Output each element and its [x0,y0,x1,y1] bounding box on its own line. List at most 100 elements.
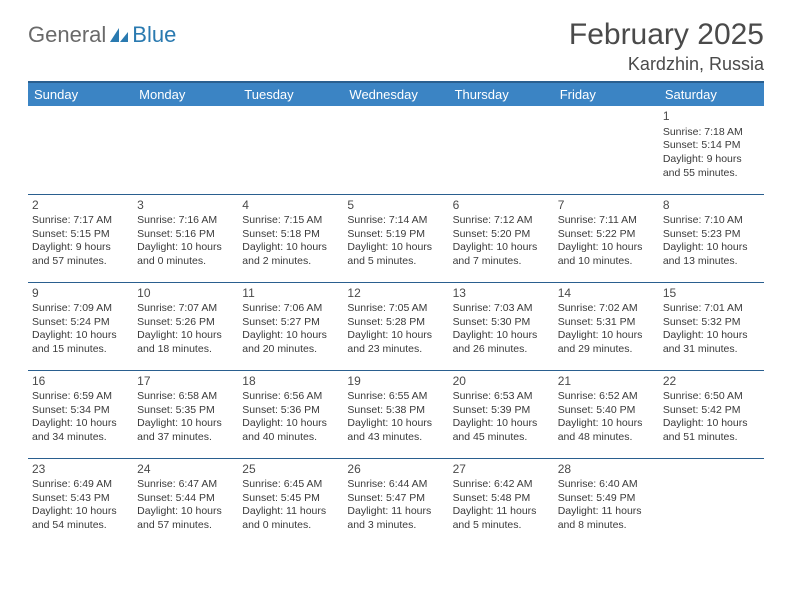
sunrise-text: Sunrise: 6:40 AM [558,478,655,492]
calendar-day-cell: 15Sunrise: 7:01 AMSunset: 5:32 PMDayligh… [659,282,764,370]
calendar-day-cell: 6Sunrise: 7:12 AMSunset: 5:20 PMDaylight… [449,194,554,282]
calendar-day-cell: 20Sunrise: 6:53 AMSunset: 5:39 PMDayligh… [449,370,554,458]
calendar-body: 1Sunrise: 7:18 AMSunset: 5:14 PMDaylight… [28,106,764,546]
calendar-day-cell: 7Sunrise: 7:11 AMSunset: 5:22 PMDaylight… [554,194,659,282]
sunrise-text: Sunrise: 7:07 AM [137,302,234,316]
sunset-text: Sunset: 5:15 PM [32,228,129,242]
daylight-text: Daylight: 11 hours [558,505,655,519]
daylight-text: Daylight: 11 hours [453,505,550,519]
daylight-text: and 20 minutes. [242,343,339,357]
calendar-table: Sunday Monday Tuesday Wednesday Thursday… [28,81,764,546]
sunrise-text: Sunrise: 7:17 AM [32,214,129,228]
sunset-text: Sunset: 5:24 PM [32,316,129,330]
sunrise-text: Sunrise: 7:15 AM [242,214,339,228]
daylight-text: Daylight: 11 hours [347,505,444,519]
calendar-day-cell: 1Sunrise: 7:18 AMSunset: 5:14 PMDaylight… [659,106,764,194]
daylight-text: Daylight: 10 hours [558,329,655,343]
calendar-week-row: 2Sunrise: 7:17 AMSunset: 5:15 PMDaylight… [28,194,764,282]
daylight-text: Daylight: 10 hours [347,241,444,255]
sunrise-text: Sunrise: 6:49 AM [32,478,129,492]
logo-text-general: General [28,22,106,48]
daylight-text: and 43 minutes. [347,431,444,445]
sunset-text: Sunset: 5:48 PM [453,492,550,506]
calendar-day-cell: 27Sunrise: 6:42 AMSunset: 5:48 PMDayligh… [449,458,554,546]
sunrise-text: Sunrise: 7:09 AM [32,302,129,316]
day-number: 6 [453,198,550,214]
sunrise-text: Sunrise: 7:01 AM [663,302,760,316]
sunset-text: Sunset: 5:39 PM [453,404,550,418]
calendar-day-cell [343,106,448,194]
sunset-text: Sunset: 5:22 PM [558,228,655,242]
calendar-day-cell: 8Sunrise: 7:10 AMSunset: 5:23 PMDaylight… [659,194,764,282]
daylight-text: Daylight: 10 hours [242,329,339,343]
daylight-text: Daylight: 10 hours [663,241,760,255]
calendar-day-cell: 9Sunrise: 7:09 AMSunset: 5:24 PMDaylight… [28,282,133,370]
daylight-text: Daylight: 10 hours [137,417,234,431]
day-number: 27 [453,462,550,478]
calendar-day-cell: 26Sunrise: 6:44 AMSunset: 5:47 PMDayligh… [343,458,448,546]
daylight-text: and 31 minutes. [663,343,760,357]
calendar-day-cell: 3Sunrise: 7:16 AMSunset: 5:16 PMDaylight… [133,194,238,282]
daylight-text: and 0 minutes. [242,519,339,533]
daylight-text: and 13 minutes. [663,255,760,269]
day-number: 1 [663,109,760,125]
daylight-text: and 3 minutes. [347,519,444,533]
calendar-day-cell [133,106,238,194]
sunset-text: Sunset: 5:34 PM [32,404,129,418]
daylight-text: Daylight: 10 hours [242,241,339,255]
day-number: 5 [347,198,444,214]
location-label: Kardzhin, Russia [569,54,764,75]
day-number: 18 [242,374,339,390]
header: General Blue February 2025 Kardzhin, Rus… [28,18,764,75]
sunrise-text: Sunrise: 7:02 AM [558,302,655,316]
weekday-header: Tuesday [238,82,343,106]
weekday-header: Wednesday [343,82,448,106]
sunset-text: Sunset: 5:20 PM [453,228,550,242]
calendar-day-cell: 19Sunrise: 6:55 AMSunset: 5:38 PMDayligh… [343,370,448,458]
daylight-text: and 23 minutes. [347,343,444,357]
day-number: 15 [663,286,760,302]
day-number: 9 [32,286,129,302]
sunrise-text: Sunrise: 6:59 AM [32,390,129,404]
sail-icon [108,26,130,44]
day-number: 12 [347,286,444,302]
sunrise-text: Sunrise: 6:45 AM [242,478,339,492]
daylight-text: Daylight: 10 hours [558,417,655,431]
calendar-day-cell: 14Sunrise: 7:02 AMSunset: 5:31 PMDayligh… [554,282,659,370]
day-number: 16 [32,374,129,390]
daylight-text: and 5 minutes. [453,519,550,533]
sunrise-text: Sunrise: 7:12 AM [453,214,550,228]
logo-text-blue: Blue [132,22,176,48]
daylight-text: Daylight: 10 hours [663,417,760,431]
daylight-text: and 18 minutes. [137,343,234,357]
calendar-day-cell [238,106,343,194]
daylight-text: and 40 minutes. [242,431,339,445]
daylight-text: Daylight: 10 hours [32,329,129,343]
calendar-day-cell: 22Sunrise: 6:50 AMSunset: 5:42 PMDayligh… [659,370,764,458]
sunrise-text: Sunrise: 6:52 AM [558,390,655,404]
weekday-header-row: Sunday Monday Tuesday Wednesday Thursday… [28,82,764,106]
sunset-text: Sunset: 5:35 PM [137,404,234,418]
calendar-day-cell: 13Sunrise: 7:03 AMSunset: 5:30 PMDayligh… [449,282,554,370]
daylight-text: and 15 minutes. [32,343,129,357]
sunset-text: Sunset: 5:32 PM [663,316,760,330]
daylight-text: and 54 minutes. [32,519,129,533]
daylight-text: Daylight: 9 hours [663,153,760,167]
daylight-text: Daylight: 10 hours [453,417,550,431]
day-number: 13 [453,286,550,302]
daylight-text: Daylight: 10 hours [663,329,760,343]
sunrise-text: Sunrise: 7:03 AM [453,302,550,316]
calendar-day-cell: 2Sunrise: 7:17 AMSunset: 5:15 PMDaylight… [28,194,133,282]
daylight-text: and 51 minutes. [663,431,760,445]
sunset-text: Sunset: 5:18 PM [242,228,339,242]
calendar-day-cell: 16Sunrise: 6:59 AMSunset: 5:34 PMDayligh… [28,370,133,458]
daylight-text: Daylight: 10 hours [32,417,129,431]
sunset-text: Sunset: 5:16 PM [137,228,234,242]
sunset-text: Sunset: 5:28 PM [347,316,444,330]
day-number: 7 [558,198,655,214]
sunset-text: Sunset: 5:26 PM [137,316,234,330]
sunrise-text: Sunrise: 7:18 AM [663,126,760,140]
calendar-day-cell: 25Sunrise: 6:45 AMSunset: 5:45 PMDayligh… [238,458,343,546]
day-number: 17 [137,374,234,390]
sunset-text: Sunset: 5:44 PM [137,492,234,506]
